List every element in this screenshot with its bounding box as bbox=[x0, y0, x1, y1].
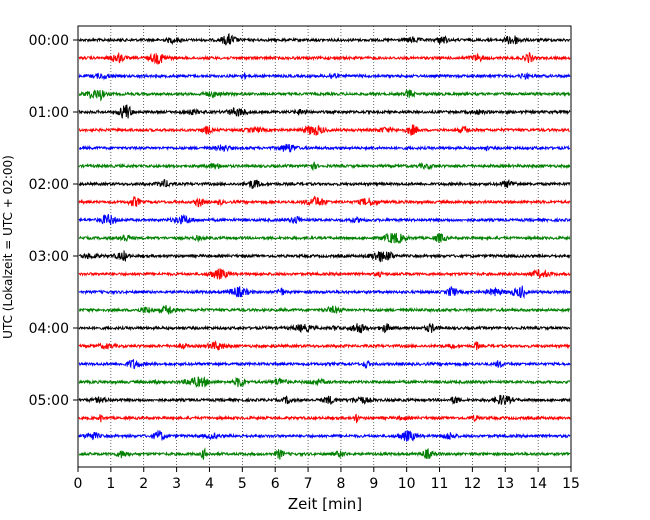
trace-row-7 bbox=[78, 161, 571, 171]
trace-row-8 bbox=[78, 178, 571, 189]
trace-row-16 bbox=[78, 322, 571, 334]
y-tick-label: 04:00 bbox=[29, 321, 69, 337]
x-tick-label: 11 bbox=[431, 476, 449, 492]
trace-row-0 bbox=[78, 33, 571, 46]
trace-row-3 bbox=[78, 89, 571, 102]
x-tick-label: 3 bbox=[172, 476, 181, 492]
y-axis-ticks: 00:00 01:00 02:00 03:00 04:00 05:00 bbox=[29, 33, 78, 409]
trace-row-2 bbox=[78, 72, 571, 81]
x-tick-label: 9 bbox=[369, 476, 378, 492]
trace-row-21 bbox=[78, 413, 571, 424]
plot-frame bbox=[77, 25, 572, 468]
y-tick-label: 05:00 bbox=[29, 393, 69, 409]
x-tick-label: 15 bbox=[562, 476, 580, 492]
seismic-traces bbox=[78, 33, 571, 460]
x-tick-label: 5 bbox=[238, 476, 247, 492]
trace-row-4 bbox=[78, 104, 571, 119]
trace-row-12 bbox=[78, 250, 571, 263]
x-tick-label: 12 bbox=[463, 476, 481, 492]
x-tick-label: 8 bbox=[336, 476, 345, 492]
x-tick-label: 6 bbox=[271, 476, 280, 492]
trace-row-23 bbox=[78, 447, 571, 460]
x-axis-ticks: 0 1 2 3 4 5 6 7 8 9 10 11 12 13 14 15 bbox=[74, 467, 580, 492]
trace-row-10 bbox=[78, 213, 571, 226]
x-tick-label: 0 bbox=[74, 476, 83, 492]
x-tick-label: 10 bbox=[398, 476, 416, 492]
trace-row-17 bbox=[78, 340, 571, 351]
trace-row-13 bbox=[78, 268, 571, 280]
trace-row-15 bbox=[78, 304, 571, 315]
x-tick-label: 13 bbox=[496, 476, 514, 492]
trace-row-6 bbox=[78, 143, 571, 153]
trace-row-5 bbox=[78, 124, 571, 136]
x-tick-label: 1 bbox=[106, 476, 115, 492]
plot-background bbox=[78, 26, 571, 467]
y-tick-label: 00:00 bbox=[29, 33, 69, 49]
y-tick-label: 02:00 bbox=[29, 177, 69, 193]
x-tick-label: 4 bbox=[205, 476, 214, 492]
y-tick-label: 03:00 bbox=[29, 249, 69, 265]
trace-row-22 bbox=[78, 430, 571, 442]
x-tick-label: 2 bbox=[139, 476, 148, 492]
trace-row-1 bbox=[78, 52, 571, 65]
trace-row-11 bbox=[78, 232, 571, 244]
trace-row-20 bbox=[78, 394, 571, 405]
y-tick-label: 01:00 bbox=[29, 105, 69, 121]
x-tick-label: 7 bbox=[304, 476, 313, 492]
x-tick-label: 14 bbox=[529, 476, 547, 492]
x-axis-label: Zeit [min] bbox=[288, 495, 362, 513]
trace-row-14 bbox=[78, 285, 571, 300]
trace-row-18 bbox=[78, 359, 571, 370]
trace-row-19 bbox=[78, 376, 571, 388]
y-axis-label: UTC (Lokalzeit = UTC + 02:00) bbox=[1, 155, 15, 339]
trace-row-9 bbox=[78, 195, 571, 208]
